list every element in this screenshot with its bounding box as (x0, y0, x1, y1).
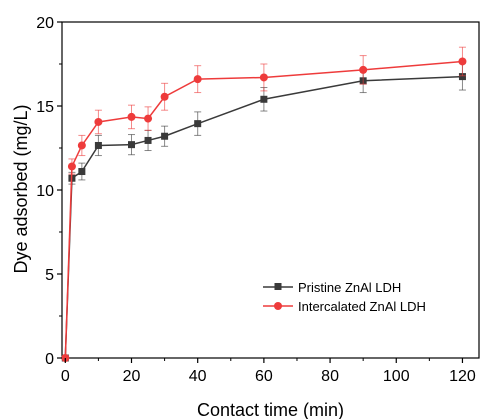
y-tick-label: 15 (36, 99, 54, 116)
axes-layer: 0 20 40 60 80 100 120 0 5 10 15 20 (36, 15, 476, 385)
legend-label-pristine: Pristine ZnAl LDH (298, 280, 401, 295)
y-tick-label: 10 (36, 183, 54, 200)
legend: Pristine ZnAl LDH Intercalated ZnAl LDH (263, 280, 426, 314)
legend-label-intercalated: Intercalated ZnAl LDH (298, 299, 426, 314)
data-point (144, 136, 152, 144)
series-line (64, 75, 463, 359)
data-point (128, 141, 135, 149)
y-tick-label: 20 (36, 15, 54, 32)
x-tick-label: 60 (255, 368, 273, 385)
data-point (359, 65, 368, 74)
series-layer (61, 46, 467, 362)
data-point (458, 73, 466, 81)
data-point (78, 168, 86, 176)
data-point (193, 75, 202, 84)
data-point (160, 92, 169, 101)
series-intercalated (61, 46, 467, 362)
x-tick-label: 20 (123, 368, 141, 385)
legend-marker-pristine (274, 283, 282, 290)
x-tick-label: 120 (449, 368, 476, 385)
x-tick-label: 0 (61, 368, 70, 385)
x-axis-title: Contact time (min) (197, 400, 344, 419)
y-axis-title: Dye adsorbed (mg/L) (11, 104, 31, 273)
data-point (77, 141, 86, 150)
y-tick-label: 0 (45, 351, 54, 368)
data-point (127, 112, 136, 121)
data-point (458, 57, 467, 66)
data-point (194, 120, 202, 128)
x-tick-label: 100 (383, 368, 410, 385)
data-point (260, 95, 268, 103)
x-tick-label: 40 (189, 368, 207, 385)
data-point (67, 162, 76, 171)
data-point (94, 117, 103, 126)
x-tick-label: 80 (321, 368, 339, 385)
data-point (144, 114, 153, 123)
y-tick-label: 5 (45, 267, 54, 284)
data-point (94, 141, 102, 149)
data-point (161, 132, 169, 140)
legend-marker-intercalated (274, 302, 282, 310)
data-point (259, 73, 268, 82)
series-pristine (61, 62, 466, 362)
